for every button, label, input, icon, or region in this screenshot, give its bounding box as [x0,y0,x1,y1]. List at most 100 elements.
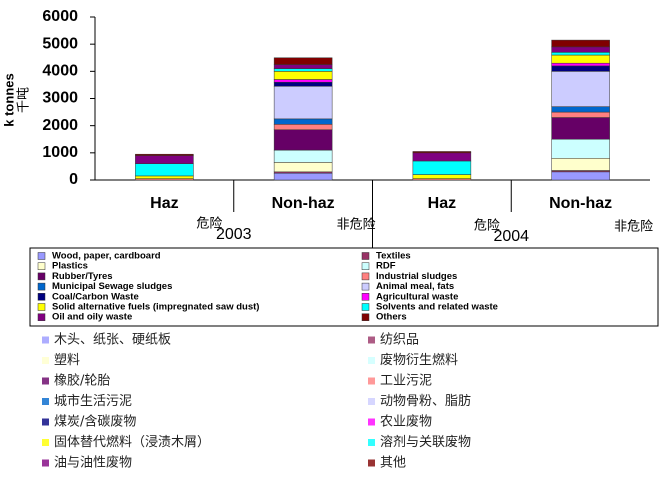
legend-swatch [37,282,46,291]
legend-label: Animal meal, fats [376,281,454,292]
legend-swatch [37,262,46,270]
legend-swatch-zh [42,418,49,426]
legend-label: Wood, paper, cardboard [52,251,161,262]
bar-segment [273,129,333,151]
bar-segment [273,162,333,173]
bar-segment [551,139,610,159]
bar-segment [273,124,333,130]
bar-segment [551,65,610,72]
bar-segment [551,117,610,140]
bar-segment [412,174,472,179]
legend-swatch-zh [368,336,375,344]
legend-swatch [361,303,370,311]
bar-segment [135,175,194,179]
legend-label: RDF [376,261,396,272]
legend-label: Municipal Sewage sludges [52,281,172,292]
legend-swatch [37,252,46,260]
bar-segment [273,64,333,69]
group-label: 2004 [493,228,529,245]
legend-label: Plastics [52,261,88,272]
x-tick-label-zh: 非危险 [337,218,376,233]
legend-label-zh: 废物衍生燃料 [380,352,458,368]
bar-segment [551,171,610,181]
x-tick-label: Non-haz [272,195,335,212]
legend-label-zh: 塑料 [54,353,80,368]
legend-label-zh: 木头、纸张、硬纸板 [54,333,171,348]
legend-swatch-zh [368,459,375,467]
bar-segment [273,118,333,125]
bar-segment [551,71,610,107]
legend-label: Solid alternative fuels (impregnated saw… [52,302,259,313]
legend-label-zh: 农业废物 [380,414,432,430]
legend-label-zh: 煤炭/含碳废物 [54,414,136,430]
bar-segment [551,54,610,64]
bar-segment [273,79,333,83]
x-tick-label-zh: 危险 [474,219,500,234]
bar-segment [273,81,333,87]
bar-segment [551,39,610,48]
y-tick-label: 5000 [42,35,78,52]
y-tick-label: 1000 [42,144,78,161]
legend-label: Rubber/Tyres [52,271,113,282]
legend-label: Agricultural waste [376,291,458,302]
legend-swatch-zh [42,357,49,364]
x-tick-label: Non-haz [549,195,612,212]
y-tick-label: 2000 [42,117,78,134]
bar-segment [551,158,610,171]
legend-label-zh: 油与油性废物 [54,455,132,471]
y-axis-label-zh: 千吨 [17,87,32,113]
legend-swatch [361,282,370,291]
legend-swatch-zh [42,398,49,405]
legend-swatch-zh [368,357,375,364]
legend-label-zh: 溶剂与关联废物 [380,434,471,450]
legend-swatch-zh [368,398,375,405]
legend-label-zh: 动物骨粉、脂肪 [380,393,471,409]
x-tick-label: Haz [428,195,456,212]
bar-segment [273,172,333,181]
bar-segment [551,52,610,56]
y-tick-label: 0 [69,171,78,188]
legend-label: Oil and oily waste [52,312,132,323]
bar-segment [551,111,610,118]
y-axis-label: k tonnes [1,73,16,126]
legend-swatch-zh [42,336,49,344]
y-tick-label: 3000 [42,90,78,107]
y-tick-label: 6000 [42,8,78,25]
legend-label: Solvents and related waste [376,302,498,313]
y-tick-label: 4000 [42,63,78,80]
legend-swatch-zh [42,459,49,467]
legend-label-zh: 橡胶/轮胎 [54,373,110,389]
x-tick-label: Haz [150,195,178,212]
legend-label: Coal/Carbon Waste [52,291,139,302]
bar-segment [273,68,333,72]
bar-segment [273,86,333,120]
bar-segment [273,71,333,80]
x-tick-label-zh: 非危险 [614,220,653,235]
legend-swatch [37,313,46,321]
bar-segment [412,152,472,162]
legend-label: Textiles [376,251,411,262]
legend-swatch [361,252,370,260]
bar-segment [273,149,333,163]
bar-segment [551,106,610,113]
bar-segment [135,163,194,177]
legend-label: Others [376,312,407,323]
legend-swatch-zh [368,418,375,426]
legend-swatch [37,272,46,281]
legend-label-zh: 纺织品 [380,333,419,348]
bar-segment [135,155,194,164]
legend-label-zh: 工业污泥 [380,374,432,389]
x-tick-label-zh: 危险 [196,217,222,232]
legend-swatch [361,293,370,301]
bar-segment [135,153,194,156]
bar-segment [273,57,333,65]
legend-swatch-zh [42,377,49,385]
bar-segment [412,151,472,154]
legend-label: Industrial sludges [376,271,457,282]
legend-box [29,247,659,327]
legend-swatch [361,272,370,281]
legend-swatch-zh [42,439,49,446]
legend-swatch-zh [368,439,375,446]
group-label: 2003 [216,226,252,243]
